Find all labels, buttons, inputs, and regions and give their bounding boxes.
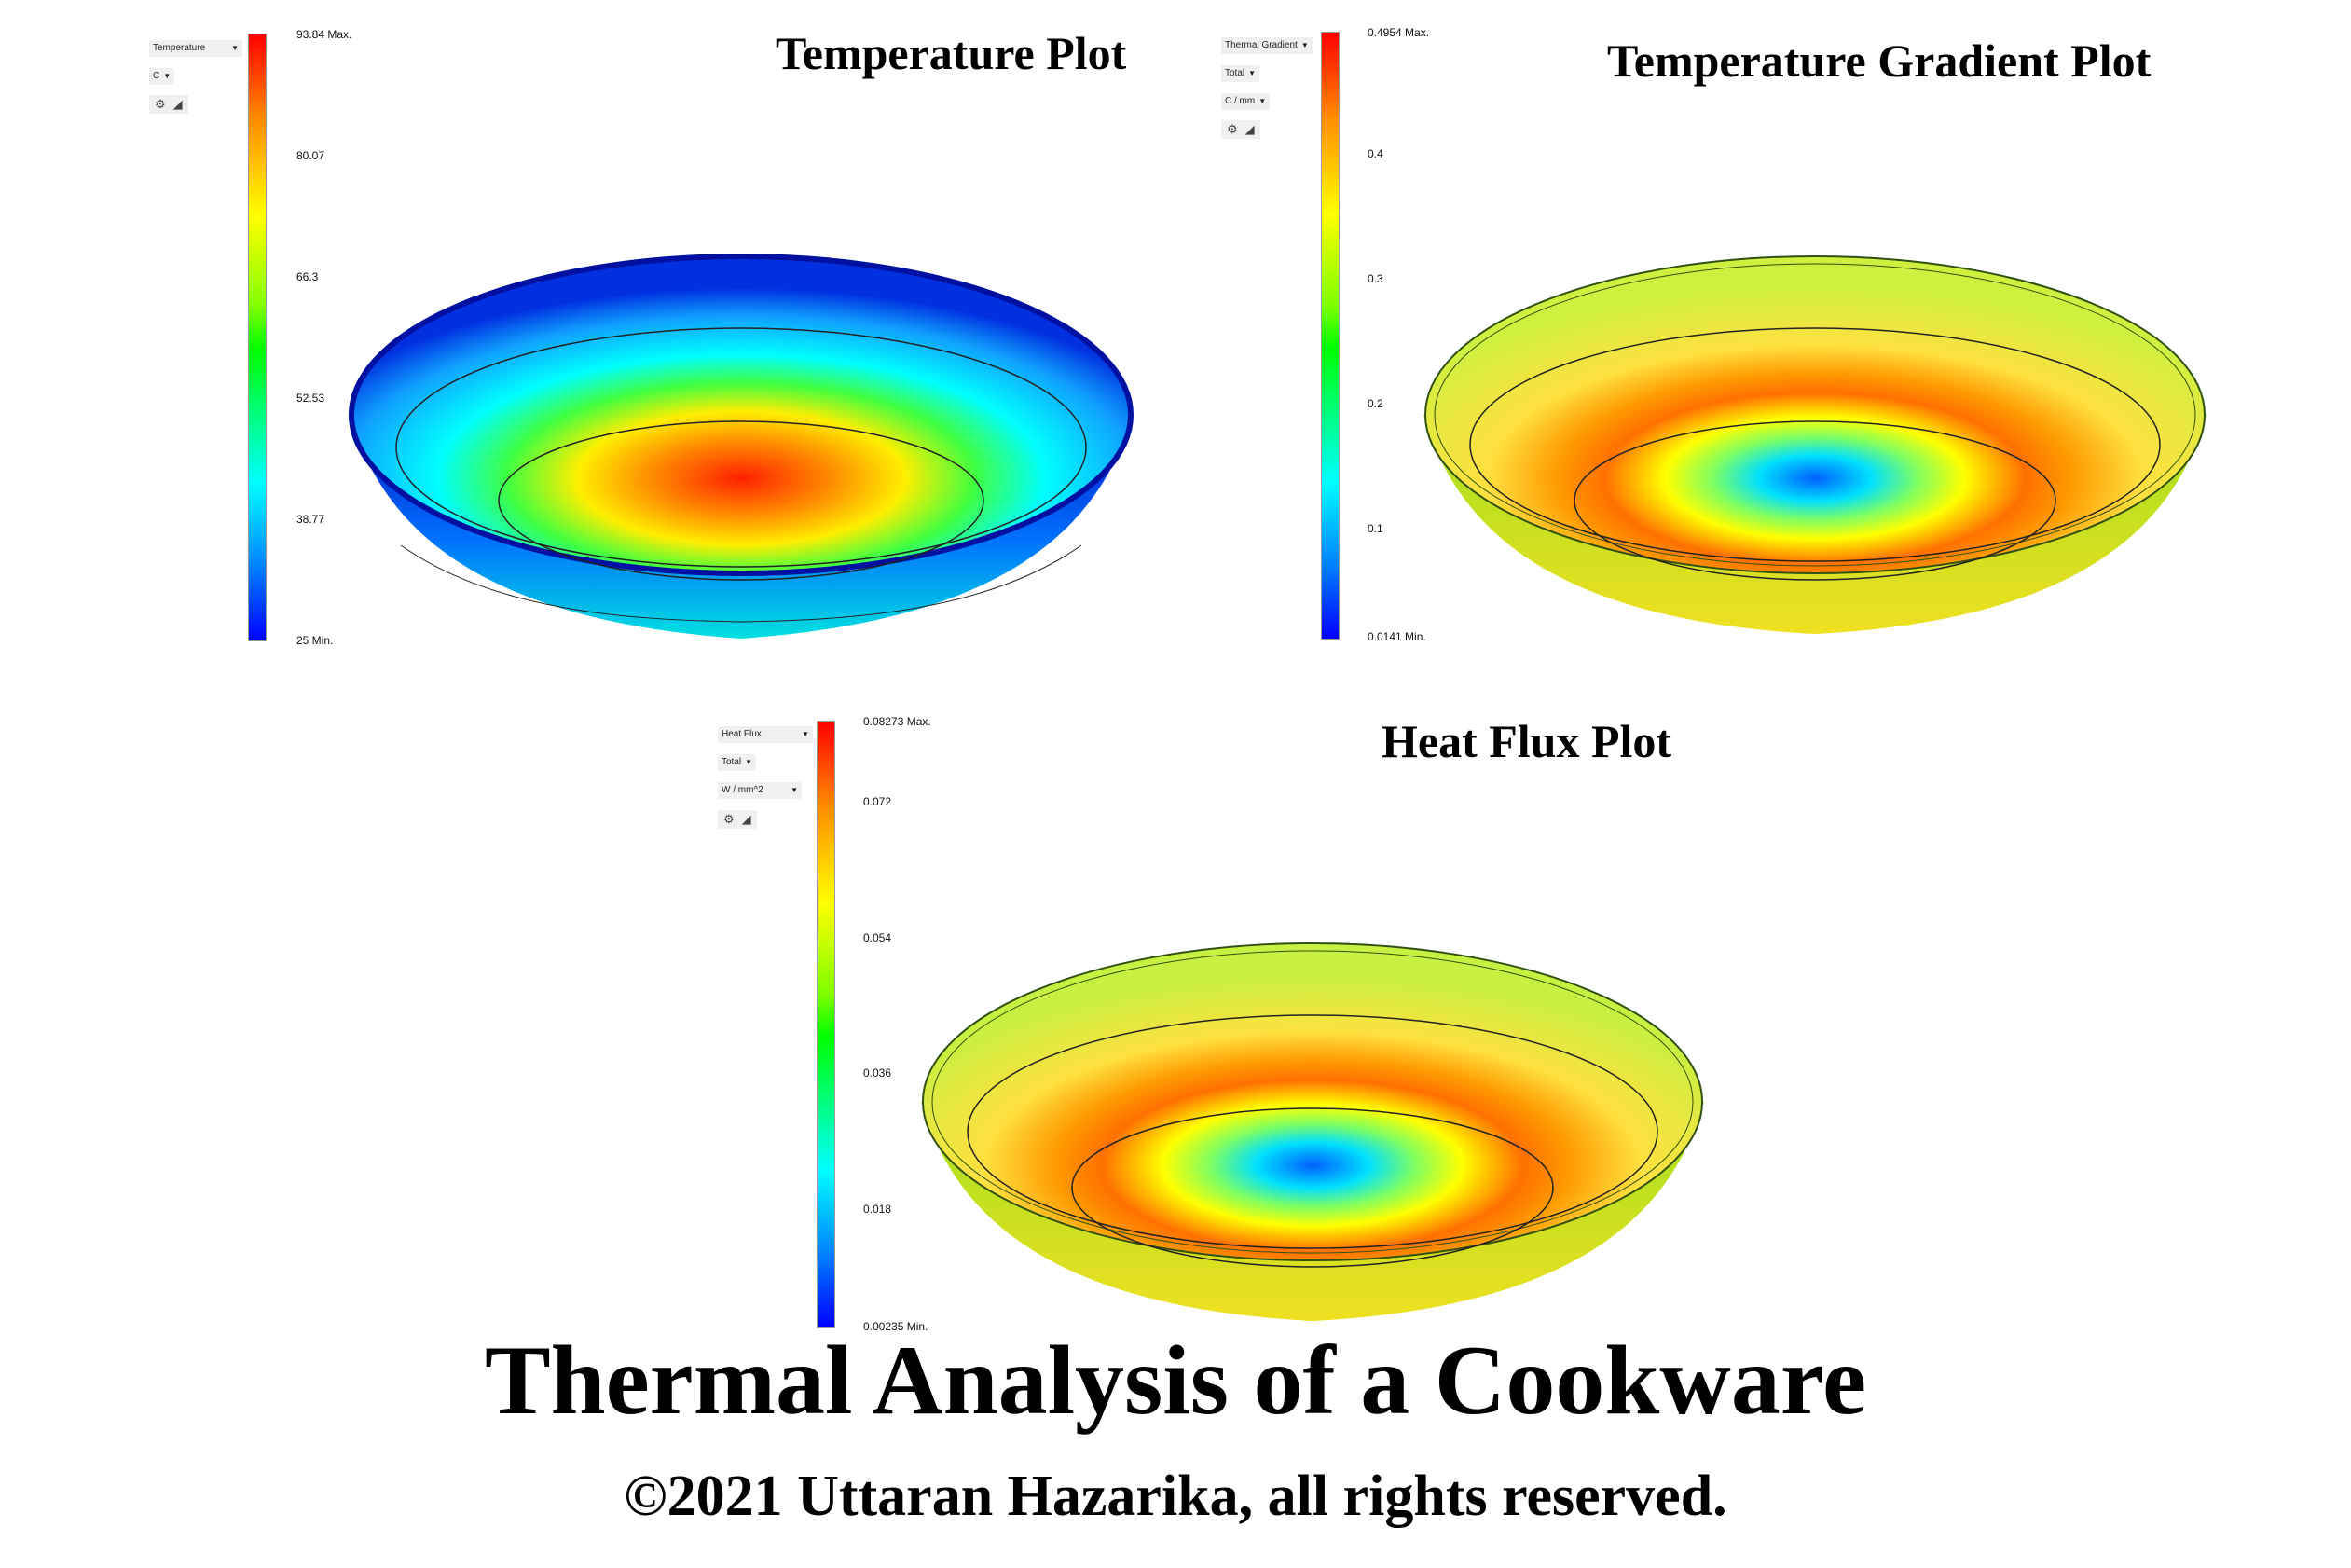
tick-label: 38.77 [296,513,325,526]
main-title: Thermal Analysis of a Cookware [484,1326,1867,1435]
color-bar [248,34,267,641]
unit-label: C [153,71,160,81]
result-type-dropdown[interactable]: Heat Flux ▼ [718,726,813,743]
component-dropdown[interactable]: Total ▼ [718,754,757,771]
gear-icon[interactable]: ⚙ [155,97,166,111]
unit-dropdown[interactable]: C / mm ▼ [1221,93,1271,110]
color-bar [817,721,835,1328]
unit-label: W / mm^2 [722,785,763,795]
component-label: Total [1225,68,1245,78]
tick-label: 80.07 [296,149,325,162]
dropdown-arrow-icon: ▼ [1258,97,1267,105]
plot-title: Temperature Plot [776,27,1127,79]
tick-label: 0.2 [1368,397,1383,410]
unit-dropdown[interactable]: C ▼ [149,68,175,85]
gear-icon[interactable]: ⚙ [723,812,735,826]
temperature-bowl-model [349,254,1134,639]
result-type-dropdown[interactable]: Thermal Gradient ▼ [1221,37,1313,54]
result-type-dropdown[interactable]: Temperature ▼ [149,40,242,57]
unit-label: C / mm [1225,96,1256,106]
tick-label: 0.036 [863,1066,892,1080]
probe-icon[interactable]: ◢ [1244,122,1255,136]
dropdown-arrow-icon: ▼ [791,786,798,794]
result-type-label: Temperature [153,43,206,53]
unit-dropdown[interactable]: W / mm^2 ▼ [718,782,802,799]
tick-label: 0.4954 Max. [1368,26,1430,39]
copyright-text: ©2021 Uttaran Hazarika, all rights reser… [624,1465,1727,1528]
plot-title: Temperature Gradient Plot [1607,34,2152,87]
tick-label: 25 Min. [296,634,334,647]
tick-label: 0.018 [863,1203,892,1216]
tick-label: 0.072 [863,795,892,808]
component-label: Total [722,757,742,767]
tick-label: 93.84 Max. [296,28,352,41]
gear-icon[interactable]: ⚙ [1227,122,1238,136]
tick-label: 0.08273 Max. [863,715,931,728]
tick-label: 0.00235 Min. [863,1320,928,1333]
tick-label: 66.3 [296,270,319,283]
result-type-label: Thermal Gradient [1225,40,1298,50]
color-bar [1321,32,1340,640]
tick-label: 0.1 [1368,522,1383,535]
probe-icon[interactable]: ◢ [741,812,751,826]
component-dropdown[interactable]: Total ▼ [1221,65,1260,82]
legend-tools: ⚙ ◢ [1221,120,1260,139]
tick-label: 0.0141 Min. [1368,630,1426,643]
dropdown-arrow-icon: ▼ [1248,69,1257,77]
flux-bowl-model [921,942,1704,1321]
tick-label: 52.53 [296,392,325,405]
dropdown-arrow-icon: ▼ [1300,41,1309,49]
legend-tools: ⚙ ◢ [718,810,757,829]
tick-label: 0.3 [1368,272,1383,285]
probe-icon[interactable]: ◢ [172,97,183,111]
result-type-label: Heat Flux [722,729,762,739]
tick-label: 0.4 [1368,147,1383,160]
tick-label: 0.054 [863,931,892,944]
plot-title: Heat Flux Plot [1382,715,1672,767]
dropdown-arrow-icon: ▼ [745,758,753,766]
dropdown-arrow-icon: ▼ [802,730,809,738]
dropdown-arrow-icon: ▼ [163,72,172,80]
dropdown-arrow-icon: ▼ [231,44,239,52]
legend-tools: ⚙ ◢ [149,95,188,114]
gradient-bowl-model [1423,255,2207,634]
